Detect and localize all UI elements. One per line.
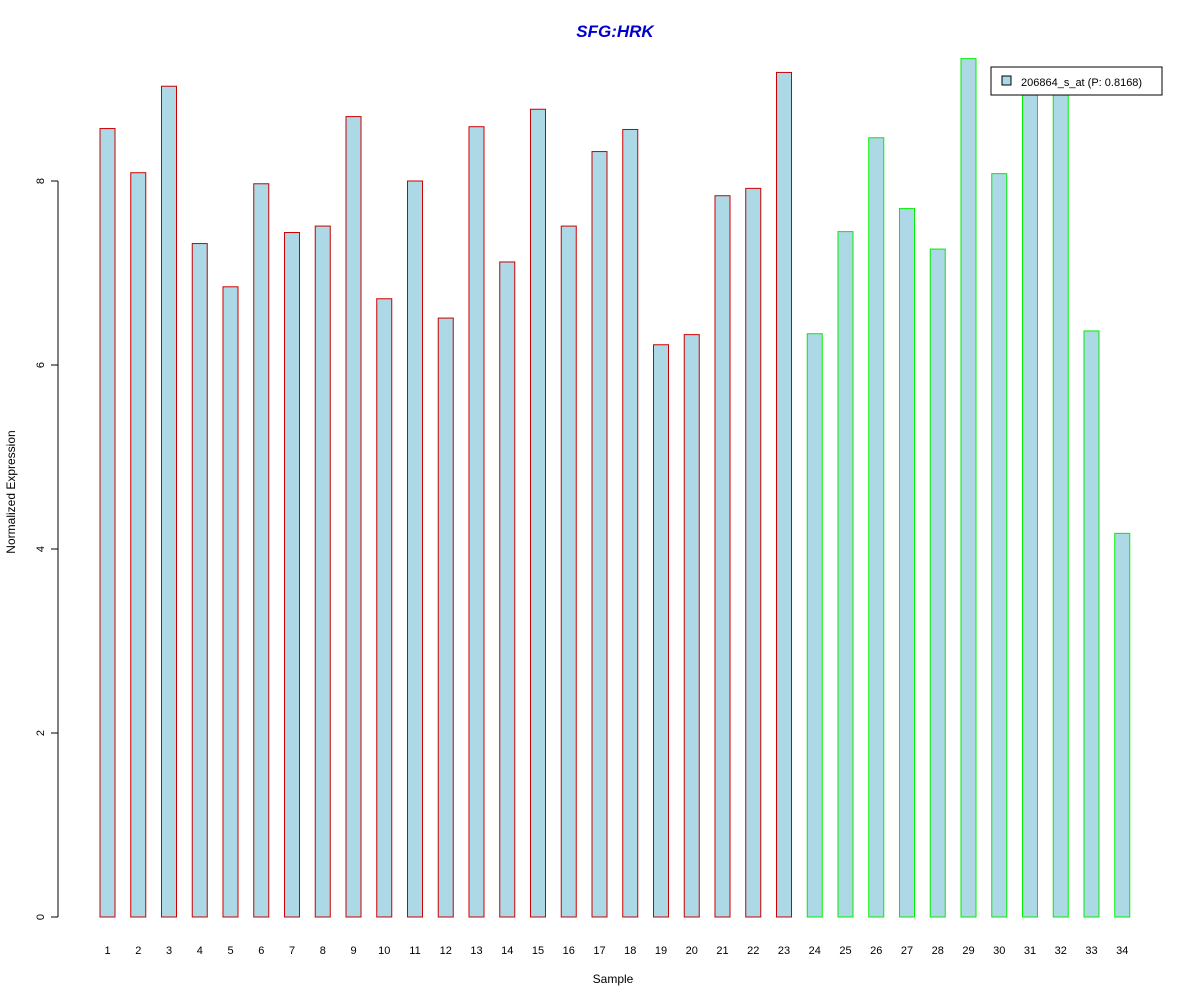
- x-tick-label: 22: [747, 945, 759, 957]
- x-tick-label: 28: [932, 945, 944, 957]
- bar-sample-18: [622, 128, 639, 918]
- x-tick-label: 20: [686, 945, 698, 957]
- bar-sample-13: [468, 126, 485, 918]
- legend-swatch: [1001, 75, 1012, 86]
- x-tick-label: 12: [440, 945, 452, 957]
- x-tick-label: 23: [778, 945, 790, 957]
- x-tick-label: 18: [624, 945, 636, 957]
- bar-sample-30: [991, 173, 1008, 918]
- bar-sample-20: [683, 334, 700, 918]
- bars: [99, 58, 1131, 918]
- x-axis-label: Sample: [593, 972, 634, 986]
- bar-sample-17: [591, 151, 608, 918]
- x-tick-label: 24: [809, 945, 821, 957]
- bar-sample-10: [376, 298, 393, 918]
- x-tick-label: 14: [501, 945, 513, 957]
- x-tick-label: 13: [470, 945, 482, 957]
- bar-sample-31: [1022, 88, 1038, 918]
- bar-sample-34: [1114, 532, 1131, 918]
- x-tick-label: 11: [409, 945, 420, 957]
- bar-sample-1: [99, 128, 116, 918]
- bar-sample-26: [868, 137, 885, 918]
- x-tick-label: 10: [378, 945, 390, 957]
- x-tick-label: 27: [901, 945, 913, 957]
- x-tick-label: 32: [1055, 945, 1067, 957]
- x-tick-label: 15: [532, 945, 544, 957]
- bar-sample-33: [1083, 330, 1100, 918]
- y-axis: 0 2 4 6 8: [35, 178, 59, 920]
- x-tick-label: 8: [320, 945, 326, 957]
- x-tick-label: 30: [993, 945, 1005, 957]
- bar-sample-21: [714, 195, 731, 918]
- x-tick-label: 34: [1116, 945, 1128, 957]
- x-tick-label: 2: [135, 945, 141, 957]
- bar-sample-14: [499, 261, 516, 918]
- bar-sample-4: [191, 243, 208, 918]
- bar-sample-24: [806, 333, 823, 918]
- bar-sample-19: [653, 344, 669, 918]
- x-tick-label: 21: [716, 945, 728, 957]
- x-tick-label: 16: [563, 945, 575, 957]
- bar-sample-27: [899, 208, 915, 918]
- x-tick-label: 1: [104, 945, 110, 957]
- legend-box: [990, 66, 1163, 96]
- x-tick-label: 9: [350, 945, 356, 957]
- y-tick-label: 2: [35, 730, 47, 736]
- bar-sample-23: [776, 71, 792, 918]
- chart-title: SFG:HRK: [576, 22, 655, 41]
- bar-sample-7: [284, 232, 300, 918]
- legend-label: 206864_s_at (P: 0.8168): [1021, 77, 1142, 89]
- y-tick-label: 8: [35, 178, 47, 184]
- x-tick-label: 7: [289, 945, 295, 957]
- bar-sample-28: [929, 248, 946, 918]
- x-tick-label: 29: [962, 945, 974, 957]
- x-tick-label: 17: [593, 945, 605, 957]
- bar-sample-11: [407, 180, 423, 918]
- y-tick-label: 0: [35, 914, 47, 920]
- bar-sample-9: [345, 116, 362, 918]
- x-tick-label: 33: [1085, 945, 1097, 957]
- legend: 206864_s_at (P: 0.8168): [990, 66, 1163, 96]
- bar-sample-2: [130, 172, 147, 918]
- bar-sample-3: [161, 85, 177, 918]
- bar-sample-32: [1052, 93, 1069, 918]
- bar-sample-12: [437, 317, 454, 918]
- x-tick-label: 6: [258, 945, 264, 957]
- bar-sample-15: [530, 108, 546, 918]
- bar-sample-16: [560, 225, 577, 918]
- x-tick-labels: 1 2 3 4 5 6 7 8 9 10 11 12 13 14 15 16 17 18 19 20 21 22 23 24 2…: [104, 945, 1128, 957]
- bar-sample-25: [837, 231, 854, 918]
- x-tick-label: 26: [870, 945, 882, 957]
- bar-sample-5: [222, 286, 239, 918]
- bar-sample-8: [314, 225, 331, 918]
- x-tick-label: 25: [839, 945, 851, 957]
- y-tick-label: 6: [35, 362, 47, 368]
- bar-sample-22: [745, 187, 762, 918]
- x-tick-label: 3: [166, 945, 172, 957]
- bar-sample-6: [253, 183, 270, 918]
- x-tick-label: 5: [227, 945, 233, 957]
- y-axis-label: Normalized Expression: [4, 430, 18, 553]
- x-tick-label: 4: [197, 945, 203, 957]
- bar-sample-29: [960, 58, 977, 918]
- y-tick-label: 4: [35, 546, 47, 552]
- x-tick-label: 19: [655, 945, 667, 957]
- x-tick-label: 31: [1024, 945, 1036, 957]
